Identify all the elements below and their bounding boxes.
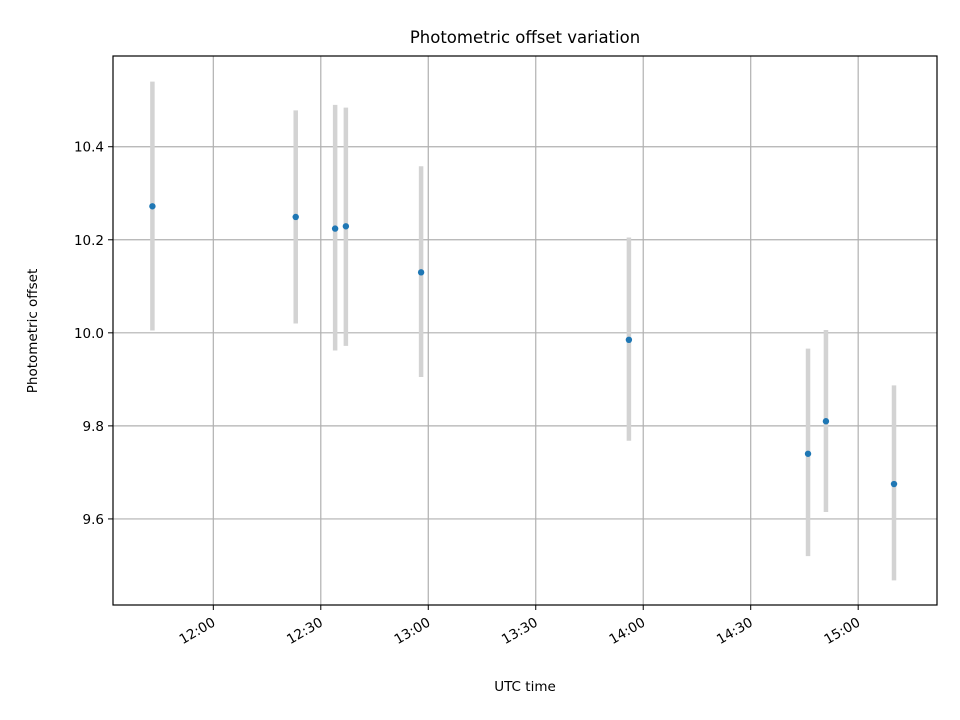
y-tick-label: 9.8 — [83, 419, 104, 435]
y-tick-label: 9.6 — [83, 512, 104, 528]
chart-title: Photometric offset variation — [410, 28, 640, 47]
y-axis-label: Photometric offset — [25, 269, 41, 393]
data-point — [342, 223, 350, 230]
data-point — [625, 336, 633, 344]
grid — [113, 56, 937, 605]
x-axis-label: UTC time — [494, 679, 556, 695]
y-tick-label: 10.4 — [74, 140, 104, 156]
data-point — [331, 225, 339, 232]
data-point — [890, 480, 898, 488]
y-axis-ticks: 9.6 9.8 10.0 10.2 10.4 — [74, 140, 113, 528]
data-point — [149, 203, 156, 210]
data-points — [149, 203, 898, 488]
plot-area-frame — [112, 55, 938, 606]
data-point — [804, 450, 812, 457]
y-tick-label: 10.0 — [74, 326, 104, 342]
data-point — [292, 213, 299, 221]
data-point — [417, 269, 425, 276]
y-tick-label: 10.2 — [74, 233, 104, 249]
data-point — [822, 418, 830, 425]
